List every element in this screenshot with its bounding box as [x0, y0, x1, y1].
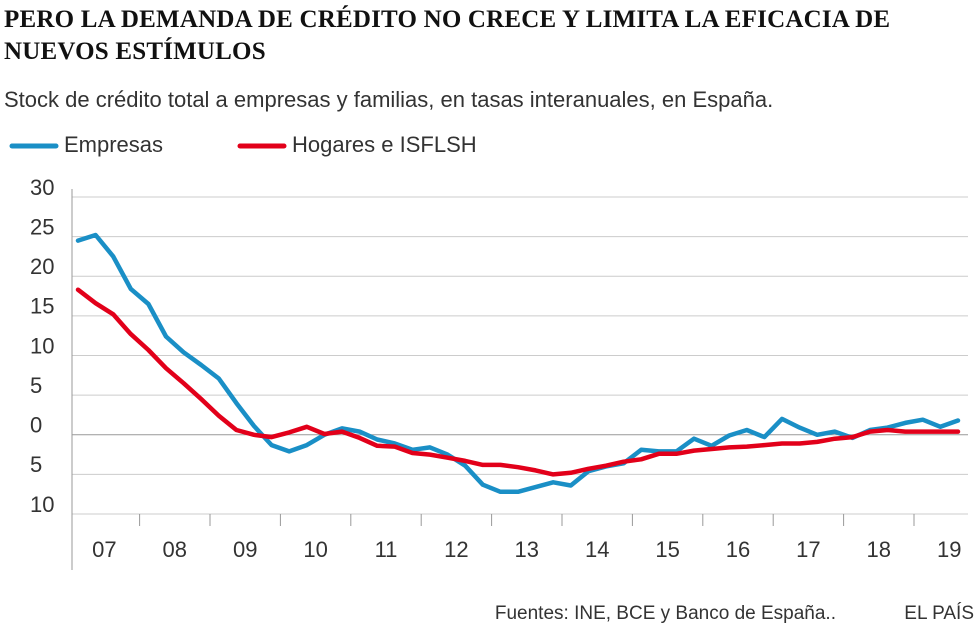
x-tick-label: 10 — [303, 537, 327, 562]
x-tick-label: 11 — [375, 537, 398, 562]
y-tick-label: 10 — [30, 333, 54, 358]
y-tick-label: 10 — [30, 492, 54, 517]
x-tick-label: 08 — [163, 537, 187, 562]
subtitle: Stock de crédito total a empresas y fami… — [4, 87, 773, 112]
x-tick-label: 07 — [92, 537, 116, 562]
series-line — [75, 232, 961, 495]
x-tick-label: 17 — [796, 537, 820, 562]
y-tick-label: 30 — [30, 175, 54, 200]
x-tick-label: 09 — [233, 537, 257, 562]
x-tick-label: 12 — [444, 537, 468, 562]
source: Fuentes: INE, BCE y Banco de España.. — [495, 603, 836, 624]
x-tick-label: 13 — [515, 537, 539, 562]
y-tick-label: 20 — [30, 254, 54, 279]
x-tick-label: 14 — [585, 537, 609, 562]
legend-label: Hogares e ISFLSH — [292, 132, 477, 157]
y-tick-label: 15 — [30, 294, 54, 319]
x-tick-label: 18 — [867, 537, 891, 562]
y-tick-label: 5 — [30, 452, 42, 477]
y-tick-label: 5 — [30, 373, 42, 398]
x-tick-label: 16 — [726, 537, 750, 562]
x-tick-label: 15 — [655, 537, 679, 562]
x-tick-label: 19 — [937, 537, 961, 562]
y-tick-label: 0 — [30, 413, 42, 438]
legend-label: Empresas — [64, 132, 163, 157]
chart-title: PERO LA DEMANDA DE CRÉDITO NO CRECE Y LI… — [4, 6, 891, 65]
series-line — [75, 287, 961, 477]
y-tick-label: 25 — [30, 214, 54, 239]
credit: EL PAÍS — [904, 603, 974, 624]
